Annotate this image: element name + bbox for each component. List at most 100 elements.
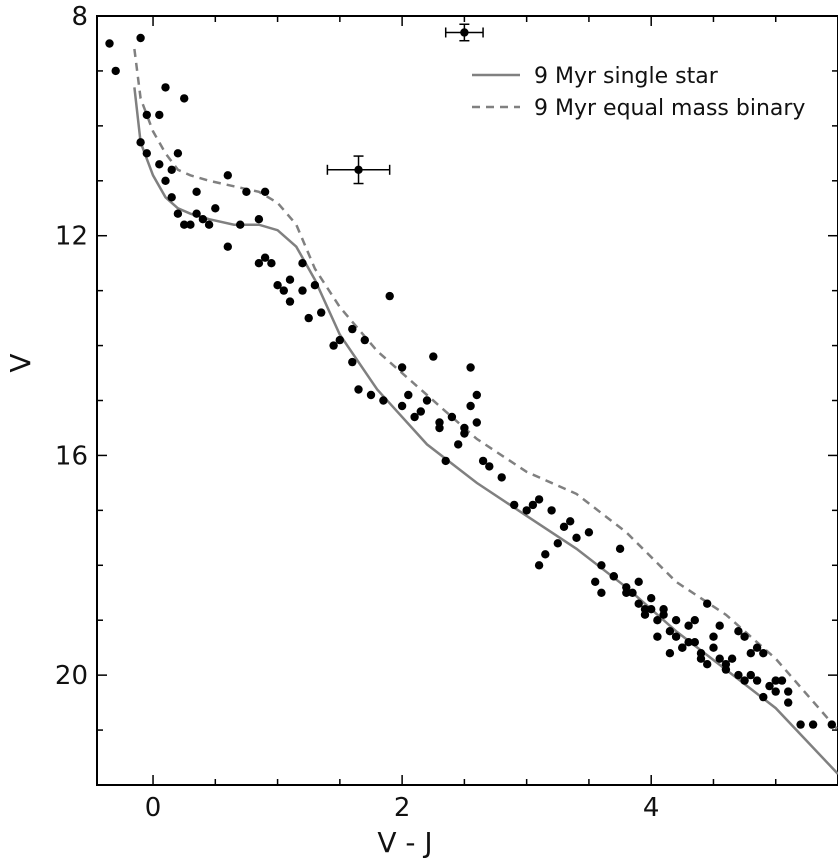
model-curves — [133, 48, 838, 775]
data-point — [435, 418, 444, 427]
data-point — [808, 720, 818, 729]
data-point — [329, 341, 338, 350]
data-point — [528, 500, 538, 510]
data-point — [173, 149, 183, 158]
legend-label-single: 9 Myr single star — [534, 64, 719, 89]
data-point — [653, 632, 662, 641]
data-point — [167, 165, 176, 174]
x-axis-label: V - J — [377, 826, 432, 859]
y-tick-label: 12 — [55, 222, 88, 252]
data-point — [223, 242, 232, 251]
legend-label-binary: 9 Myr equal mass binary — [534, 96, 805, 121]
data-point — [572, 533, 581, 542]
data-point — [659, 605, 668, 614]
data-point — [628, 588, 637, 597]
data-point — [721, 660, 731, 669]
x-tick-label: 0 — [145, 793, 162, 823]
data-point — [696, 654, 706, 663]
data-point — [665, 627, 675, 636]
error-bar-point — [354, 165, 363, 174]
data-point — [777, 676, 787, 685]
data-point — [354, 385, 363, 394]
data-point — [192, 187, 201, 196]
data-point — [771, 687, 780, 696]
data-point — [180, 94, 189, 103]
data-point — [236, 220, 245, 229]
data-point — [279, 286, 288, 295]
plot-frame — [96, 15, 838, 786]
data-point — [223, 171, 232, 180]
data-point — [155, 110, 164, 120]
data-point — [161, 83, 170, 92]
data-point — [827, 720, 836, 729]
data-point — [671, 632, 681, 641]
data-point — [385, 291, 394, 301]
data-point — [285, 275, 295, 284]
data-point — [478, 456, 488, 466]
data-point — [703, 660, 712, 669]
data-point — [310, 281, 320, 290]
data-point — [534, 495, 544, 504]
data-point — [404, 390, 413, 400]
data-point — [541, 550, 550, 559]
data-point — [709, 632, 718, 641]
data-point — [111, 66, 120, 76]
data-point — [566, 517, 575, 526]
data-point — [285, 297, 295, 306]
data-point — [211, 204, 220, 213]
data-points — [105, 33, 836, 729]
data-point — [734, 670, 743, 680]
data-point — [254, 259, 264, 268]
data-point — [155, 160, 164, 169]
y-axis-ticks: 8 12 16 20 — [55, 2, 838, 786]
data-point — [441, 456, 450, 466]
x-tick-label: 4 — [643, 793, 660, 823]
data-point — [709, 643, 718, 652]
data-point — [298, 286, 307, 295]
data-point — [161, 176, 170, 185]
data-point — [186, 220, 195, 229]
data-point — [746, 670, 755, 680]
data-point — [472, 390, 481, 400]
x-axis-ticks: 0 2 4 — [145, 16, 838, 823]
y-tick-label: 20 — [55, 661, 88, 691]
error-bars — [326, 23, 484, 185]
data-point — [447, 412, 457, 422]
data-point — [678, 643, 687, 652]
data-point — [640, 605, 650, 614]
data-point — [242, 187, 251, 196]
data-point — [204, 220, 214, 229]
data-point — [410, 412, 419, 422]
data-point — [254, 215, 264, 224]
data-point — [597, 561, 606, 570]
y-tick-label: 8 — [71, 2, 88, 32]
data-point — [472, 418, 481, 427]
data-point — [198, 215, 208, 224]
data-point — [684, 621, 693, 630]
data-point — [397, 363, 407, 372]
data-point — [260, 253, 270, 262]
data-point — [665, 649, 675, 658]
data-point — [422, 396, 432, 405]
data-point — [304, 313, 313, 323]
data-point — [485, 462, 494, 471]
data-point — [784, 698, 793, 707]
data-point — [765, 681, 774, 691]
data-point — [267, 259, 276, 268]
data-point — [615, 544, 625, 553]
data-point — [366, 390, 376, 400]
data-point — [740, 632, 749, 641]
data-point — [647, 594, 656, 603]
data-point — [173, 209, 183, 218]
data-point — [522, 506, 531, 515]
data-point — [142, 149, 151, 158]
data-point — [348, 324, 357, 334]
data-point — [379, 396, 388, 405]
data-point — [715, 621, 724, 630]
data-point — [759, 649, 768, 658]
data-point — [684, 638, 693, 647]
data-point — [360, 335, 369, 345]
data-point — [690, 638, 699, 647]
data-point — [727, 654, 737, 663]
